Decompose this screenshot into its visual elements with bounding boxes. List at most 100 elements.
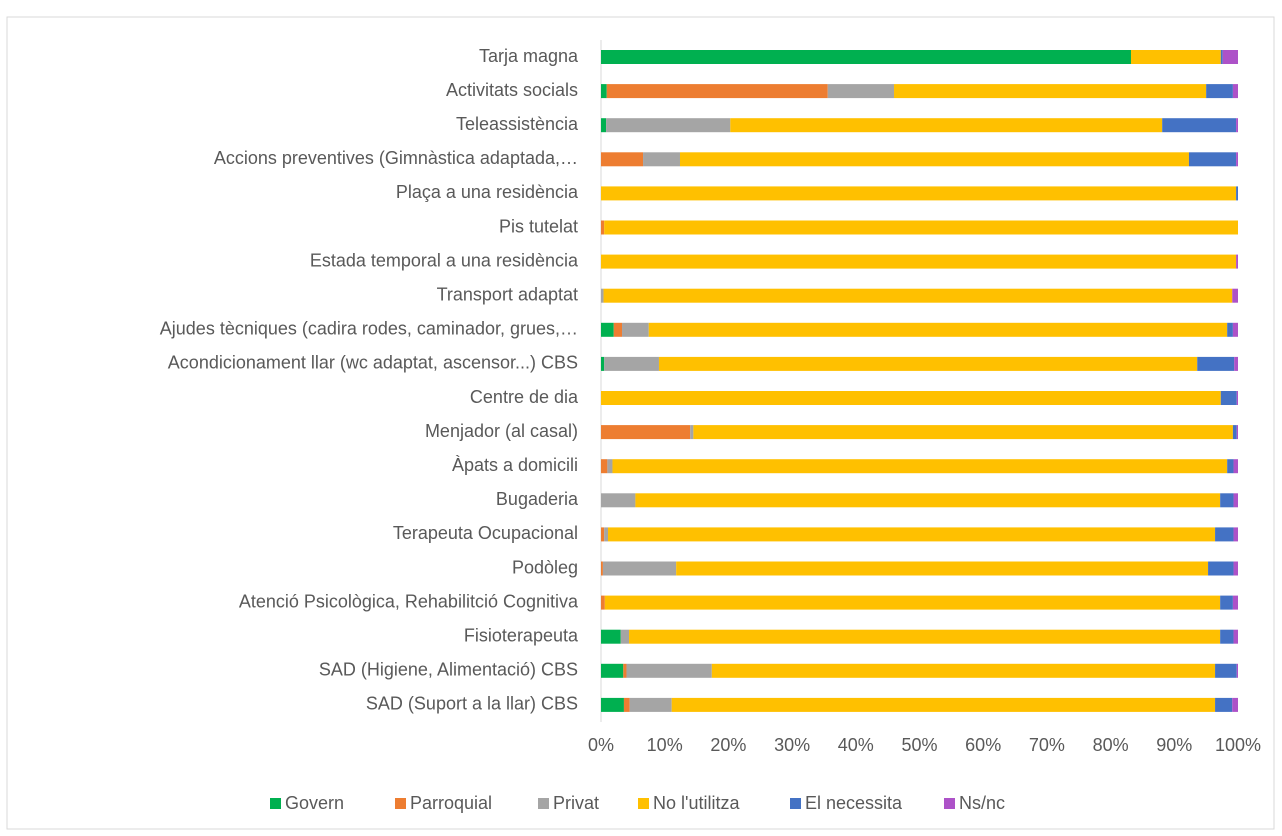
bar-segment: [1162, 118, 1237, 133]
legend-swatch: [790, 798, 801, 809]
x-tick-label: 70%: [1029, 735, 1065, 755]
legend-swatch: [395, 798, 406, 809]
bar-segment: [1232, 322, 1238, 337]
bar-segment: [1220, 595, 1233, 610]
y-tick-label: Ajudes tècniques (cadira rodes, caminado…: [160, 319, 578, 339]
y-tick-label: Tarja magna: [479, 46, 579, 66]
y-tick-label: Transport adaptat: [437, 284, 578, 304]
x-tick-label: 20%: [710, 735, 746, 755]
y-tick-label: Podòleg: [512, 557, 578, 577]
bar-segment: [620, 629, 630, 644]
bar-segment: [603, 288, 1233, 303]
bar-segment: [601, 84, 607, 99]
y-tick-label: Teleassistència: [456, 114, 579, 134]
bar-segment: [622, 322, 649, 337]
bar-segment: [604, 220, 1238, 235]
bar-segment: [601, 322, 614, 337]
bar-segment: [601, 629, 621, 644]
y-tick-label: Centre de dia: [470, 387, 579, 407]
y-tick-label: SAD (Suport a la llar) CBS: [366, 694, 578, 714]
x-tick-label: 40%: [838, 735, 874, 755]
x-tick-label: 10%: [647, 735, 683, 755]
bar-segment: [827, 84, 895, 99]
bar-segment: [1188, 152, 1237, 167]
y-tick-label: Terapeuta Ocupacional: [393, 523, 578, 543]
bar-segment: [1236, 391, 1238, 405]
bar-segment: [1227, 322, 1233, 337]
bar-segment: [601, 697, 624, 712]
bar-segment: [1233, 629, 1238, 644]
bar-segment: [643, 152, 680, 167]
y-tick-label: Acondicionament llar (wc adaptat, ascens…: [168, 353, 578, 373]
bar-segment: [1236, 254, 1238, 269]
bar-segment: [601, 561, 603, 576]
x-tick-label: 80%: [1093, 735, 1129, 755]
bar-segment: [1130, 50, 1221, 64]
bar-segment: [1233, 527, 1238, 542]
bar-segment: [1227, 459, 1234, 474]
legend-label: Govern: [285, 793, 344, 813]
bar-segment: [601, 425, 691, 440]
bar-segment: [1206, 84, 1233, 99]
y-tick-label: Estada temporal a una residència: [310, 250, 579, 270]
bar-segment: [1197, 356, 1235, 371]
bar-segment: [602, 561, 677, 576]
legend-label: No l'utilitza: [653, 793, 740, 813]
legend-label: El necessita: [805, 793, 903, 813]
bar-segment: [1220, 50, 1223, 64]
x-tick-label: 90%: [1156, 735, 1192, 755]
bar-segment: [612, 459, 1228, 474]
x-tick-label: 0%: [588, 735, 614, 755]
legend-label: Ns/nc: [959, 793, 1005, 813]
bar-segment: [1215, 697, 1233, 712]
bar-segment: [629, 697, 672, 712]
y-tick-label: Plaça a una residència: [396, 182, 579, 202]
bar-segment: [648, 322, 1228, 337]
bar-segment: [601, 356, 605, 371]
y-tick-label: Activitats socials: [446, 80, 578, 100]
bar-segment: [690, 425, 694, 440]
legend-swatch: [538, 798, 549, 809]
legend-label: Parroquial: [410, 793, 492, 813]
y-tick-label: Pis tutelat: [499, 216, 578, 236]
bar-segment: [1236, 152, 1238, 167]
bar-segment: [1232, 84, 1238, 99]
bar-segment: [676, 561, 1209, 576]
bar-segment: [679, 152, 1189, 167]
bar-segment: [730, 118, 1163, 133]
legend-label: Privat: [553, 793, 599, 813]
bar-segment: [601, 595, 605, 610]
y-tick-label: Àpats a domicili: [452, 455, 578, 475]
bar-segment: [1233, 561, 1238, 576]
bar-segment: [1232, 697, 1238, 712]
y-tick-label: Fisioterapeuta: [464, 625, 579, 645]
bar-segment: [711, 663, 1216, 678]
bar-segment: [635, 493, 1221, 508]
bar-segment: [1236, 663, 1238, 678]
bar-segment: [601, 663, 624, 678]
bar-segment: [1232, 288, 1238, 303]
bar-segment: [601, 527, 605, 542]
x-tick-label: 60%: [965, 735, 1001, 755]
bar-segment: [601, 118, 607, 133]
bar-segment: [601, 186, 1237, 201]
bar-segment: [1215, 663, 1237, 678]
x-tick-label: 50%: [901, 735, 937, 755]
y-tick-label: SAD (Higiene, Alimentació) CBS: [319, 660, 578, 680]
bar-segment: [613, 322, 623, 337]
bar-segment: [894, 84, 1207, 99]
bar-segment: [601, 493, 636, 508]
bar-segment: [607, 459, 613, 474]
y-tick-label: Atenció Psicològica, Rehabilitció Cognit…: [239, 591, 579, 611]
bar-segment: [1215, 527, 1234, 542]
bar-segment: [658, 356, 1198, 371]
y-tick-label: Accions preventives (Gimnàstica adaptada…: [214, 148, 578, 168]
bar-segment: [601, 50, 1131, 64]
bar-segment: [601, 254, 1237, 269]
bar-segment: [626, 663, 712, 678]
legend-swatch: [270, 798, 281, 809]
bar-segment: [1233, 459, 1238, 474]
bar-segment: [623, 663, 627, 678]
